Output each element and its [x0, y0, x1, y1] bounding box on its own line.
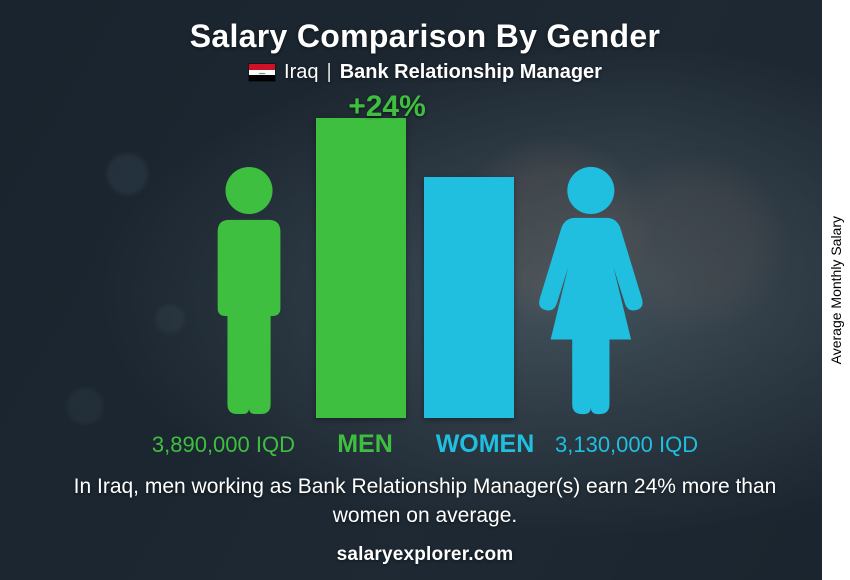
- women-label: WOMEN: [435, 430, 535, 459]
- women-bar: [424, 177, 514, 418]
- men-bar: [316, 118, 406, 418]
- women-salary: 3,130,000 IQD: [555, 432, 725, 458]
- men-label: MEN: [315, 430, 415, 459]
- women-icon-col: [532, 88, 650, 418]
- separator-pipe: |: [326, 61, 331, 84]
- man-icon: [200, 163, 298, 418]
- y-axis-strip: Average Monthly Salary: [822, 0, 850, 580]
- country-label: Iraq: [284, 61, 318, 84]
- page-title: Salary Comparison By Gender: [190, 18, 660, 55]
- labels-row: 3,890,000 IQD MEN WOMEN 3,130,000 IQD: [105, 430, 745, 459]
- iraq-flag-icon: ـــ: [248, 63, 276, 82]
- delta-label: +24%: [348, 90, 426, 124]
- description-text: In Iraq, men working as Bank Relationshi…: [65, 473, 785, 530]
- men-icon-col: [200, 88, 298, 418]
- flag-stripe-bot: [249, 75, 275, 81]
- infographic-container: Salary Comparison By Gender ـــ Iraq | B…: [0, 0, 850, 580]
- woman-icon: [532, 163, 650, 418]
- chart-area: +24%: [105, 88, 745, 418]
- men-salary: 3,890,000 IQD: [125, 432, 295, 458]
- subtitle-row: ـــ Iraq | Bank Relationship Manager: [248, 61, 602, 84]
- y-axis-label: Average Monthly Salary: [828, 216, 844, 364]
- source-label: salaryexplorer.com: [337, 544, 514, 566]
- flag-emblem: ـــ: [249, 70, 275, 76]
- job-title-label: Bank Relationship Manager: [340, 61, 602, 84]
